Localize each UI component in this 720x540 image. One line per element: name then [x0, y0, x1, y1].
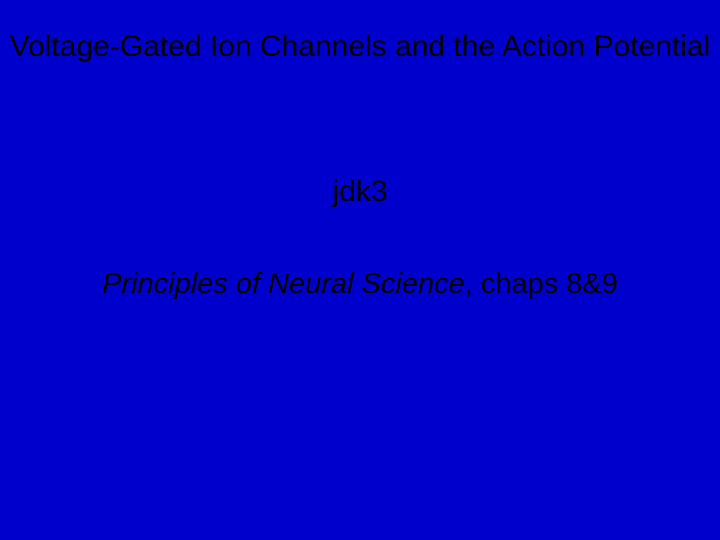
- slide-title: Voltage-Gated Ion Channels and the Actio…: [0, 28, 720, 66]
- slide-container: Voltage-Gated Ion Channels and the Actio…: [0, 0, 720, 540]
- reference-chapters: , chaps 8&9: [465, 268, 618, 300]
- reference-book-title: Principles of Neural Science: [102, 268, 465, 300]
- slide-reference: Principles of Neural Science, chaps 8&9: [0, 268, 720, 301]
- slide-author: jdk3: [0, 175, 720, 209]
